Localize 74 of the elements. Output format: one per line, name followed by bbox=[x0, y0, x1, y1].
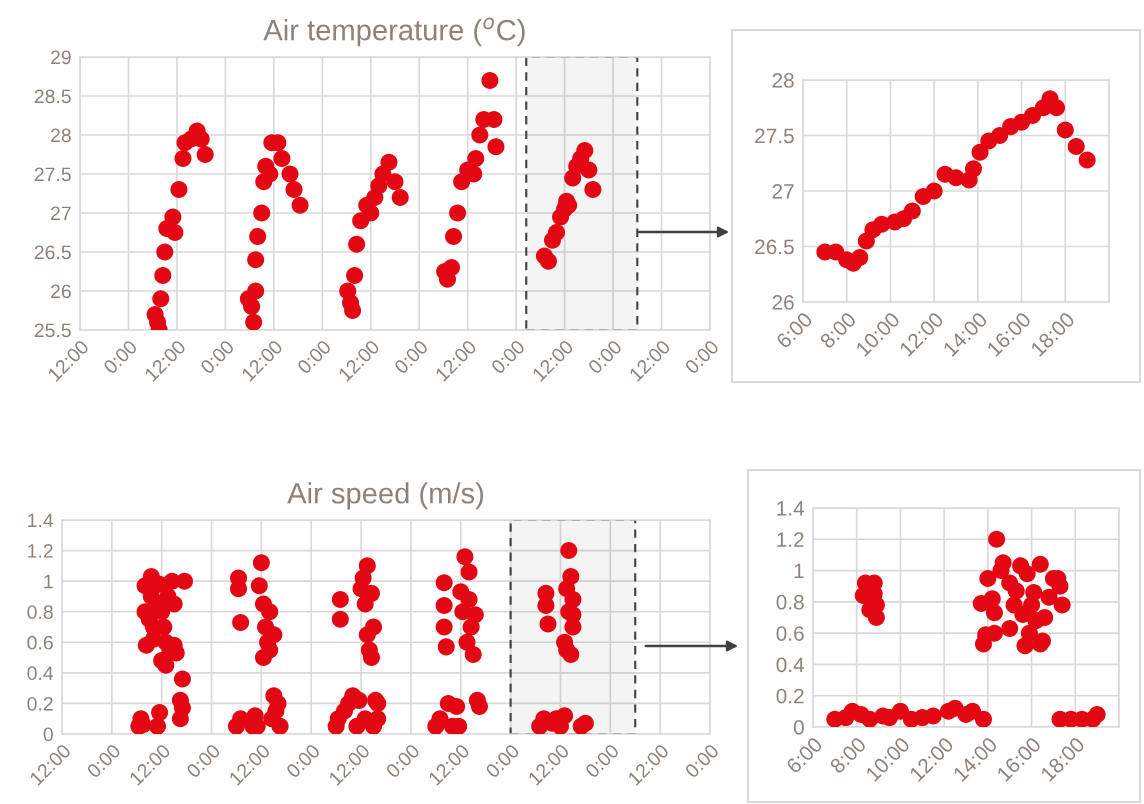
y-tick-label: 26 bbox=[51, 284, 71, 299]
x-tick-label: 0:00 bbox=[199, 339, 235, 375]
chart-title: Air temperature ($^{o}$C) bbox=[263, 17, 525, 47]
y-tick-label: 28 bbox=[51, 128, 71, 143]
point bbox=[1001, 619, 1019, 637]
y-tick-label: 0.6 bbox=[776, 626, 804, 641]
x-tick-label: 0:00 bbox=[584, 743, 620, 779]
y-tick-label: 1.4 bbox=[28, 513, 54, 528]
y-tick-label: 0.4 bbox=[27, 666, 54, 681]
chart-title: Air speed (m/s) bbox=[287, 482, 484, 510]
point bbox=[983, 590, 1001, 608]
y-tick-label: 0.8 bbox=[776, 594, 804, 610]
y-tick-label: 29 bbox=[51, 50, 71, 65]
point bbox=[1040, 588, 1058, 606]
y-tick-label: 27.5 bbox=[755, 128, 794, 144]
y-tick-label: 1.2 bbox=[28, 544, 53, 558]
point bbox=[1036, 608, 1054, 627]
point bbox=[867, 596, 885, 614]
y-tick-label: 28.5 bbox=[34, 89, 71, 104]
point bbox=[851, 249, 869, 267]
point bbox=[1053, 596, 1071, 614]
x-tick-label: 0:00 bbox=[85, 743, 122, 779]
point bbox=[1025, 583, 1043, 601]
y-tick-label: 27.5 bbox=[34, 167, 71, 182]
y-tick-label: 25.5 bbox=[34, 323, 71, 338]
y-tick-label: 1.2 bbox=[777, 532, 804, 547]
point bbox=[1078, 151, 1096, 169]
point bbox=[1088, 705, 1106, 723]
y-tick-label: 0 bbox=[793, 720, 804, 735]
point bbox=[1031, 555, 1049, 573]
y-tick-label: 0.8 bbox=[27, 605, 53, 619]
point bbox=[1048, 99, 1066, 117]
x-tick-label: 8:00 bbox=[829, 736, 867, 775]
x-tick-label: 6:00 bbox=[775, 311, 814, 350]
x-tick-label: 0:00 bbox=[185, 743, 222, 779]
point bbox=[903, 202, 921, 220]
point bbox=[925, 182, 943, 200]
x-tick-label: 0:00 bbox=[102, 339, 139, 375]
y-tick-label: 0.2 bbox=[776, 688, 804, 704]
x-tick-label: 0:00 bbox=[484, 743, 521, 779]
x-tick-label: 0:00 bbox=[285, 743, 321, 779]
x-tick-label: 0:00 bbox=[587, 339, 623, 375]
x-tick-label: 0:00 bbox=[684, 339, 720, 375]
point bbox=[924, 707, 942, 725]
x-tick-label: 0:00 bbox=[393, 339, 429, 375]
y-tick-label: 27 bbox=[772, 184, 794, 199]
y-tick-label: 1.4 bbox=[777, 501, 805, 516]
point bbox=[974, 710, 992, 727]
y-tick-label: 0.4 bbox=[776, 657, 805, 673]
point bbox=[991, 126, 1009, 145]
y-tick-label: 1 bbox=[44, 574, 53, 589]
y-tick-label: 26.5 bbox=[34, 245, 71, 260]
y-tick-label: 0.6 bbox=[27, 635, 53, 650]
point bbox=[988, 530, 1006, 548]
y-tick-label: 0.2 bbox=[27, 696, 53, 711]
x-tick-label: 0:00 bbox=[385, 743, 421, 779]
x-tick-label: 0:00 bbox=[296, 339, 332, 375]
point bbox=[985, 604, 1003, 622]
point bbox=[1067, 138, 1085, 156]
y-tick-label: 1 bbox=[794, 563, 804, 579]
y-tick-label: 28 bbox=[772, 73, 794, 88]
point bbox=[1007, 582, 1025, 600]
y-tick-label: 27 bbox=[51, 206, 71, 221]
point bbox=[964, 160, 982, 178]
x-tick-label: 0:00 bbox=[490, 339, 526, 375]
point bbox=[1056, 121, 1074, 139]
y-tick-label: 26.5 bbox=[755, 239, 794, 255]
x-tick-label: 8:00 bbox=[819, 311, 857, 350]
point bbox=[979, 569, 997, 587]
y-tick-label: 26 bbox=[772, 295, 794, 310]
x-tick-label: 0:00 bbox=[684, 743, 720, 779]
y-tick-label: 0 bbox=[43, 727, 53, 742]
x-tick-label: 6:00 bbox=[785, 736, 824, 775]
point bbox=[1018, 565, 1036, 583]
